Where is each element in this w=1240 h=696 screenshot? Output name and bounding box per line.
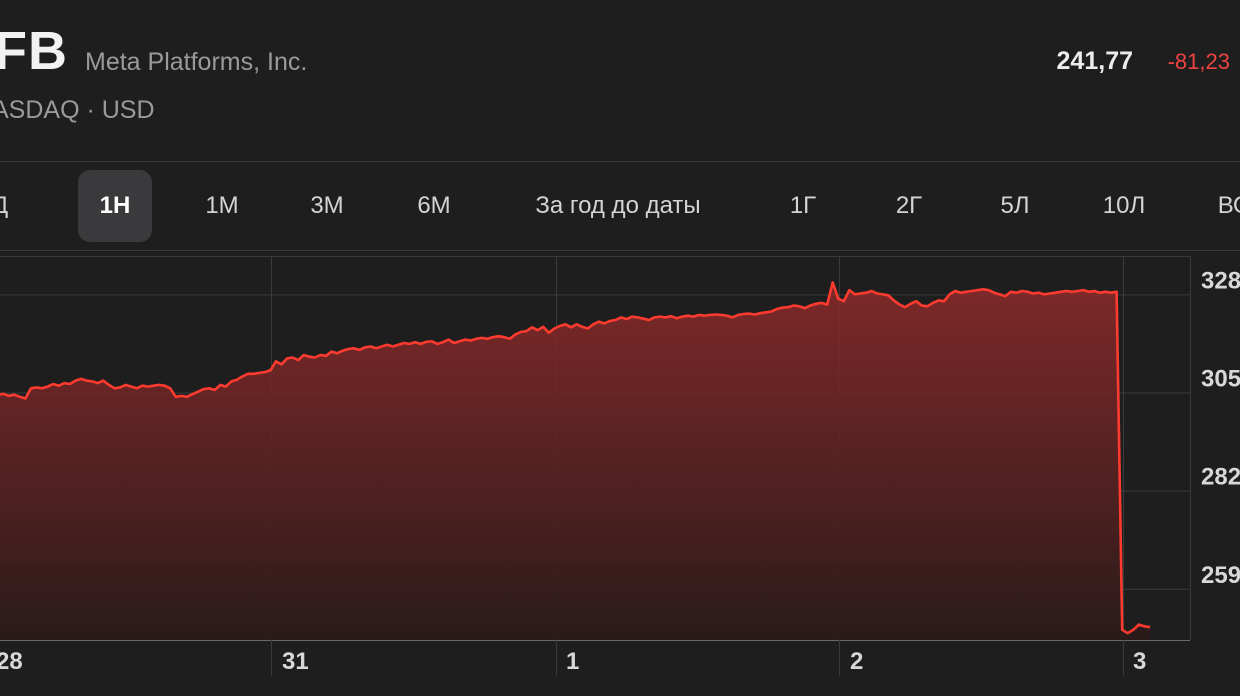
x-axis-labels: 28 31 1 2 3 <box>0 648 1146 675</box>
range-tabs: Д 1Н 1М 3М 6М За год до даты 1Г 2Г 5Л 10… <box>0 170 1240 242</box>
ticker-symbol: FB <box>0 21 68 81</box>
exchange-currency: ASDAQ · USD <box>0 96 155 124</box>
y-tick-label: 305 <box>1201 366 1240 393</box>
tab-2-years[interactable]: 2Г <box>895 192 923 219</box>
current-price: 241,77 <box>1056 47 1133 75</box>
tab-1-month[interactable]: 1М <box>205 192 239 219</box>
tab-3-months[interactable]: 3М <box>310 192 344 219</box>
price-area <box>0 282 1150 640</box>
y-tick-label: 328 <box>1201 267 1240 294</box>
price-line <box>0 281 1151 635</box>
x-tick-label: 3 <box>1133 648 1146 675</box>
company-name: Meta Platforms, Inc. <box>85 48 308 76</box>
tab-1-year[interactable]: 1Г <box>789 192 817 219</box>
tab-ytd[interactable]: За год до даты <box>535 192 701 219</box>
x-tick-label: 1 <box>566 648 579 675</box>
header-divider <box>0 161 1240 162</box>
tab-6-months[interactable]: 6М <box>417 192 451 219</box>
x-tick-label: 31 <box>282 648 309 675</box>
y-tick-label: 282 <box>1201 464 1240 491</box>
tab-5-years[interactable]: 5Л <box>1000 192 1030 219</box>
tabs-divider <box>0 250 1240 251</box>
y-axis-labels: 328 305 282 259 <box>1201 267 1240 588</box>
price-change: -81,23 <box>1167 49 1230 74</box>
tab-week[interactable]: 1Н <box>78 170 152 242</box>
x-tick-label: 2 <box>850 648 863 675</box>
tab-all[interactable]: ВС <box>1217 192 1240 219</box>
tab-day[interactable]: Д <box>0 170 40 242</box>
x-tick-label: 28 <box>0 648 23 675</box>
tab-10-years[interactable]: 10Л <box>1102 192 1146 219</box>
y-tick-label: 259 <box>1201 562 1240 589</box>
